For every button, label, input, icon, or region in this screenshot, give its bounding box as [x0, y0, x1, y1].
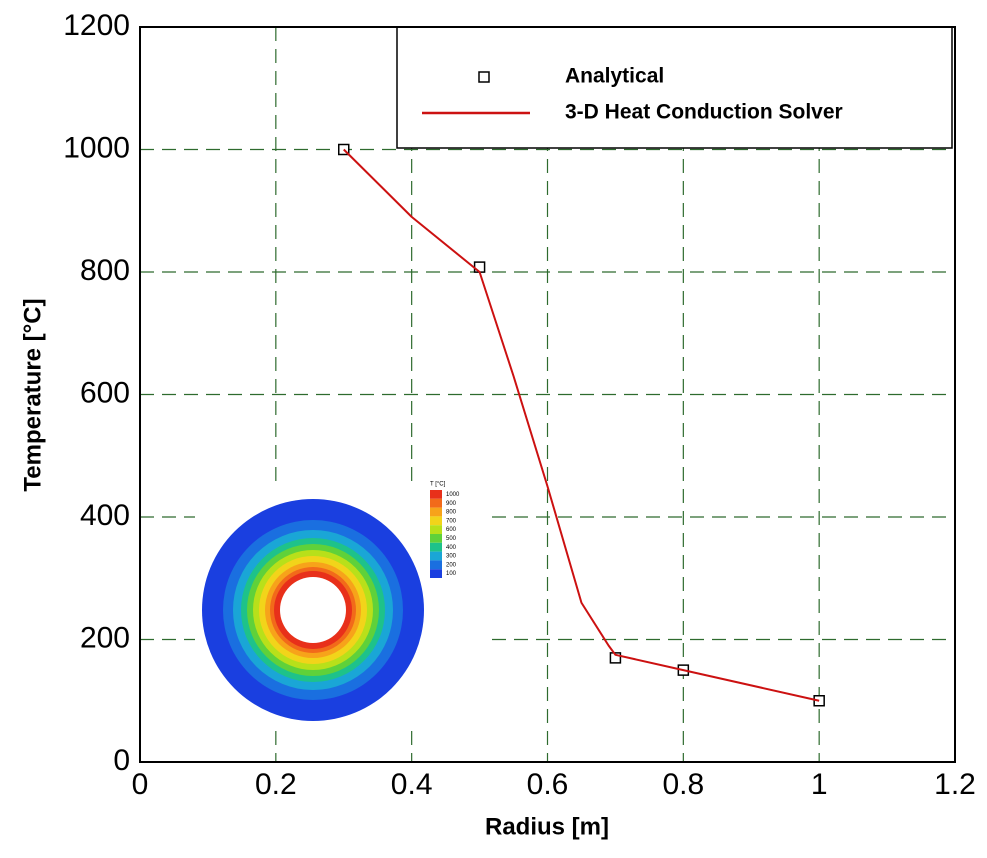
- plot-frame: [139, 26, 956, 763]
- colorbar-label: 500: [446, 536, 457, 542]
- x-tick-label: 1: [811, 768, 828, 801]
- colorbar-label: 100: [446, 571, 457, 577]
- colorbar-label: 400: [446, 545, 457, 551]
- colorbar-title: T [°C]: [430, 482, 446, 488]
- colorbar-swatch: [430, 534, 442, 543]
- y-tick-label: 1000: [63, 131, 130, 164]
- colorbar-label: 200: [446, 562, 457, 568]
- colorbar-swatch: [430, 542, 442, 552]
- x-tick-label: 0.2: [255, 768, 297, 801]
- y-tick-label: 0: [113, 744, 130, 777]
- y-tick-label: 600: [80, 376, 130, 409]
- x-tick-label: 0.8: [662, 768, 704, 801]
- y-tick-label: 200: [80, 621, 130, 654]
- series-line: [343, 148, 820, 702]
- colorbar-swatch: [430, 560, 442, 570]
- x-tick-label: 0.6: [527, 768, 569, 801]
- colorbar-label: 800: [446, 510, 457, 516]
- y-tick-label: 800: [80, 254, 130, 287]
- colorbar-label: 300: [446, 554, 457, 560]
- y-tick-label: 1200: [63, 9, 130, 42]
- marker: [473, 261, 486, 273]
- colorbar-swatch: [430, 490, 442, 499]
- y-axis-label: Temperature [°C]: [19, 298, 46, 491]
- colorbar-label: 600: [446, 527, 457, 533]
- legend-label: 3-D Heat Conduction Solver: [565, 101, 843, 124]
- x-axis-label: Radius [m]: [485, 813, 609, 840]
- colorbar-label: 900: [446, 501, 457, 507]
- legend-box: [396, 26, 953, 149]
- legend-label: Analytical: [565, 65, 664, 88]
- legend-marker: [478, 71, 490, 83]
- colorbar-swatch: [430, 525, 442, 534]
- colorbar-swatch: [430, 516, 442, 526]
- colorbar-label: 1000: [446, 492, 460, 498]
- legend: Analytical 3-D Heat Conduction Solver: [396, 26, 953, 149]
- inset-contour: [195, 485, 485, 725]
- x-tick-label: 1.2: [934, 768, 976, 801]
- ring-hole: [280, 577, 346, 643]
- marker: [609, 652, 622, 664]
- colorbar-swatch: [430, 551, 442, 561]
- x-tick-label: 0: [132, 768, 149, 801]
- colorbar-swatch: [430, 498, 442, 508]
- y-tick-label: 400: [80, 499, 130, 532]
- x-tick-label: 0.4: [391, 768, 433, 801]
- colorbar-swatch: [430, 507, 442, 517]
- colorbar-swatch: [430, 569, 442, 578]
- colorbar-label: 700: [446, 518, 457, 524]
